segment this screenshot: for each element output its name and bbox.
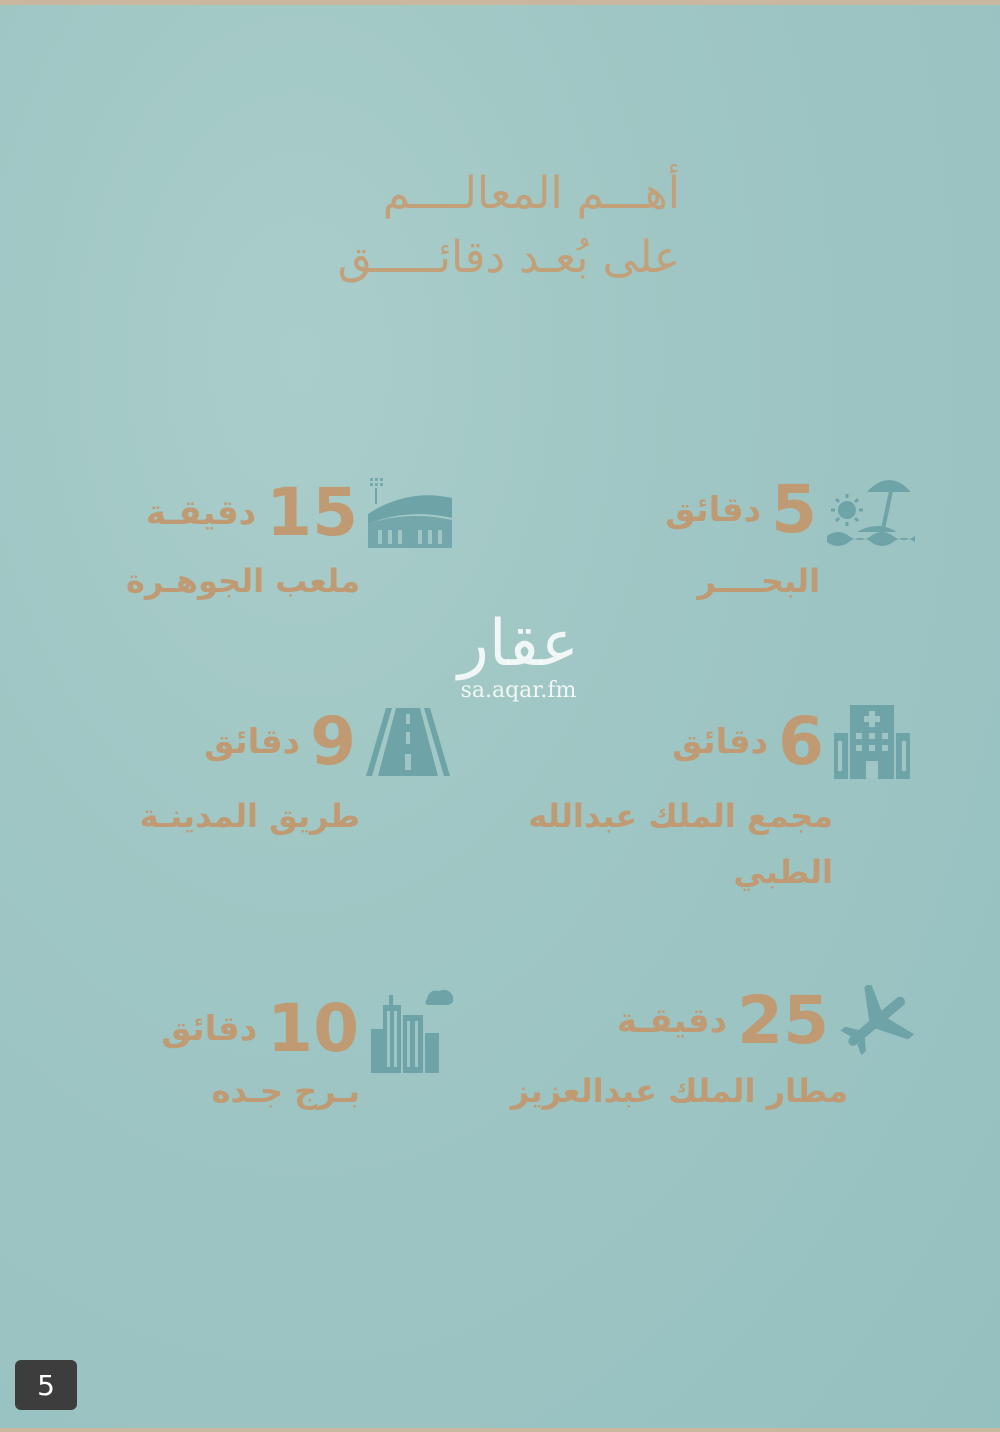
time-value: 25 bbox=[737, 982, 829, 1059]
watermark-brand: عقار bbox=[458, 607, 579, 681]
landmark-label: مجمع الملك عبدالله bbox=[528, 797, 833, 835]
airplane-icon bbox=[839, 985, 915, 1057]
page-subtitle: على بُعـد دقائـــــق bbox=[337, 232, 680, 283]
time-unit: دقائق bbox=[672, 722, 769, 762]
time-unit: دقائق bbox=[665, 490, 762, 530]
watermark: عقار sa.aqar.fm bbox=[458, 612, 579, 703]
time-unit: دقائق bbox=[204, 722, 301, 762]
road-icon bbox=[366, 708, 450, 776]
watermark-url: sa.aqar.fm bbox=[460, 678, 577, 703]
top-border bbox=[0, 0, 1000, 5]
time-value: 6 bbox=[778, 703, 824, 780]
landmark-label: البحــــر bbox=[697, 562, 820, 600]
page-title: أهـــم المعالــــم bbox=[382, 168, 680, 219]
time-unit: دقيقـة bbox=[616, 1001, 728, 1041]
landmark-label-line2: الطبي bbox=[733, 853, 833, 891]
time-unit: دقائق bbox=[161, 1009, 258, 1049]
landmark-label: مطار الملك عبدالعزيز bbox=[510, 1072, 848, 1110]
stadium-icon bbox=[368, 478, 452, 548]
landmark-label: بـرج جـده bbox=[211, 1072, 360, 1110]
beach-umbrella-icon bbox=[827, 470, 915, 550]
bottom-border bbox=[0, 1428, 1000, 1432]
page-number-badge: 5 bbox=[15, 1360, 77, 1410]
time-value: 10 bbox=[267, 990, 359, 1067]
landmark-label: طريق المدينـة bbox=[139, 797, 360, 835]
hospital-icon bbox=[834, 705, 910, 779]
time-unit: دقيقـة bbox=[145, 493, 257, 533]
landmark-label: ملعب الجوهـرة bbox=[126, 562, 360, 600]
tower-icon bbox=[369, 985, 455, 1073]
time-value: 15 bbox=[266, 474, 358, 551]
time-value: 5 bbox=[771, 471, 817, 548]
time-value: 9 bbox=[310, 703, 356, 780]
